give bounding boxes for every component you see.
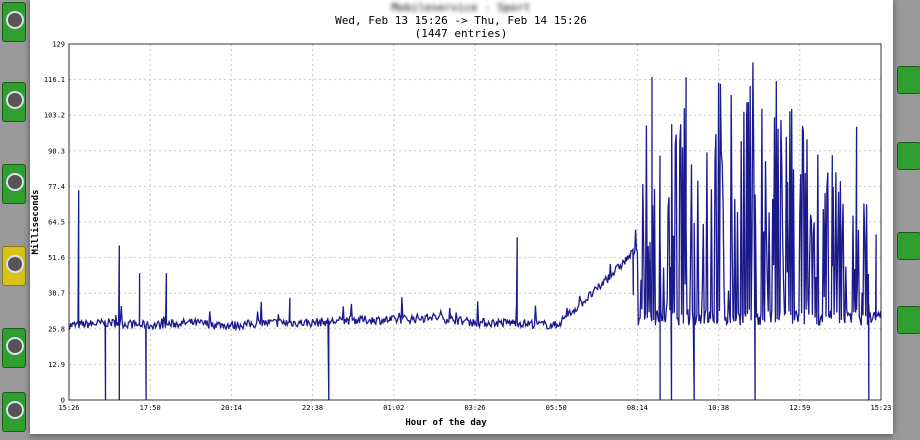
y-axis-label: Milliseconds <box>30 189 41 254</box>
x-tick-label: 17:50 <box>140 404 161 412</box>
monitor-widget[interactable] <box>897 142 920 170</box>
x-tick-label: 15:23 <box>870 404 891 412</box>
y-tick-label: 0 <box>61 397 65 405</box>
y-tick-label: 38.7 <box>48 290 65 298</box>
chart-title: Wed, Feb 13 15:26 -> Thu, Feb 14 15:26 <box>335 14 587 27</box>
y-tick-label: 25.8 <box>48 325 65 333</box>
monitor-widget[interactable] <box>2 392 26 432</box>
monitor-widget[interactable] <box>2 328 26 368</box>
monitor-widget[interactable] <box>2 164 26 204</box>
x-tick-label: 03:26 <box>464 404 485 412</box>
monitor-widget[interactable] <box>2 246 26 286</box>
x-tick-label: 05:50 <box>546 404 567 412</box>
monitor-widget[interactable] <box>2 82 26 122</box>
x-tick-label: 20:14 <box>221 404 242 412</box>
plot-area <box>68 43 882 401</box>
x-tick-label: 12:59 <box>789 404 810 412</box>
x-tick-label: 08:14 <box>627 404 648 412</box>
x-tick-label: 22:38 <box>302 404 323 412</box>
chart-entries: (1447 entries) <box>415 27 508 40</box>
grid <box>69 44 881 400</box>
x-tick-label: 10:38 <box>708 404 729 412</box>
y-tick-label: 90.3 <box>48 147 65 155</box>
monitor-widget[interactable] <box>897 66 920 94</box>
response-time-chart: Mobileservice - Sport Wed, Feb 13 15:26 … <box>30 1 892 428</box>
chart-title-blurred: Mobileservice - Sport <box>391 1 530 14</box>
left-panel <box>0 0 30 440</box>
x-tick-label: 01:02 <box>383 404 404 412</box>
monitor-widget[interactable] <box>897 232 920 260</box>
y-tick-label: 51.6 <box>48 254 65 262</box>
x-axis-label: Hour of the day <box>405 418 487 428</box>
y-tick-label: 12.9 <box>48 361 65 369</box>
y-tick-label: 129 <box>52 41 65 49</box>
x-tick-label: 15:26 <box>58 404 79 412</box>
y-axis-ticks: 0 12.9 25.8 38.7 51.6 64.5 77.4 90.3 103.2 116.1 1… <box>44 41 65 405</box>
x-axis-ticks: 15:26 17:50 20:14 22:38 01:02 03:26 05:50 08:14… <box>58 404 891 412</box>
chart-window: Mobileservice - Sport Wed, Feb 13 15:26 … <box>30 0 893 434</box>
y-tick-label: 116.1 <box>44 76 65 84</box>
y-tick-label: 103.2 <box>44 112 65 120</box>
monitor-widget[interactable] <box>897 306 920 334</box>
y-tick-label: 64.5 <box>48 219 65 227</box>
series-line <box>68 62 882 401</box>
y-tick-label: 77.4 <box>48 183 65 191</box>
monitor-widget[interactable] <box>2 2 26 42</box>
right-panel <box>893 0 920 440</box>
